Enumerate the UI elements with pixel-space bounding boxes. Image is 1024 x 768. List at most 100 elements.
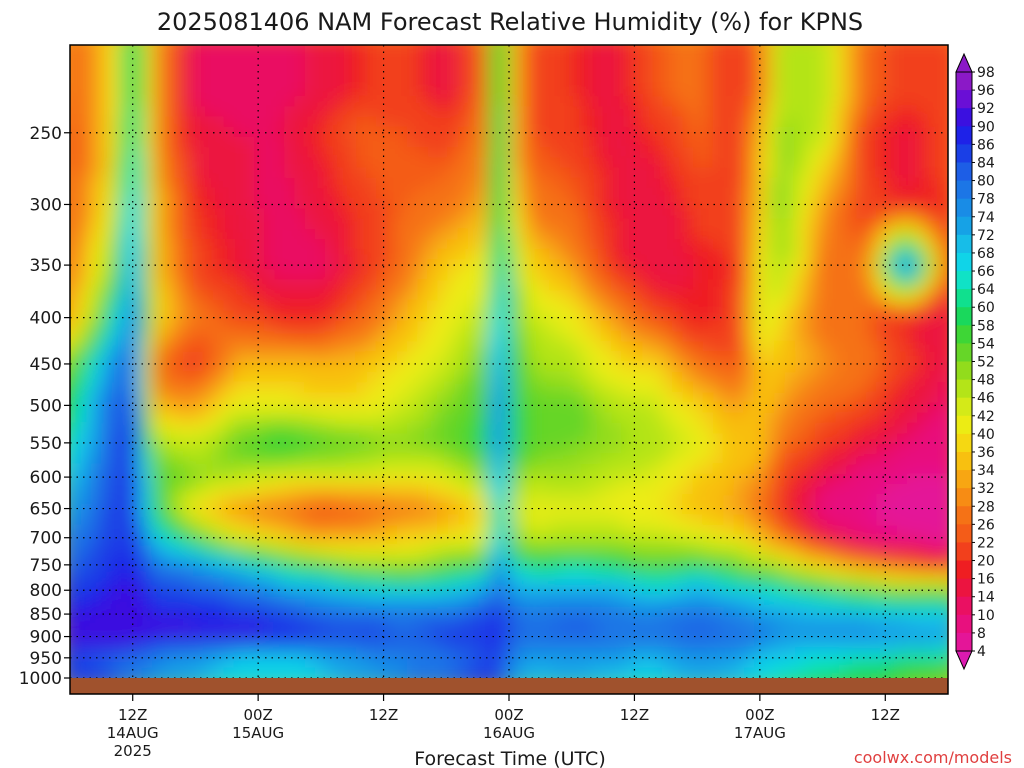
rh-cell: [407, 147, 419, 159]
rh-cell: [662, 198, 674, 210]
rh-cell: [151, 606, 163, 618]
rh-cell: [447, 422, 459, 434]
rh-cell: [407, 463, 419, 475]
rh-cell: [907, 300, 919, 312]
rh-cell: [590, 473, 602, 485]
rh-cell: [835, 96, 847, 108]
rh-cell: [580, 432, 592, 445]
rh-cell: [141, 545, 153, 557]
rh-cell: [580, 422, 592, 434]
rh-cell: [274, 504, 286, 516]
rh-cell: [600, 606, 612, 618]
rh-cell: [682, 361, 694, 373]
rh-cell: [845, 65, 857, 77]
rh-cell: [162, 249, 174, 261]
rh-cell: [662, 473, 674, 485]
rh-cell: [100, 75, 112, 87]
rh-cell: [917, 483, 929, 496]
rh-cell: [151, 167, 163, 179]
rh-cell: [856, 167, 868, 179]
rh-cell: [590, 402, 602, 414]
rh-cell: [478, 341, 490, 353]
rh-cell: [417, 432, 429, 445]
rh-cell: [580, 290, 592, 302]
rh-cell: [621, 65, 633, 77]
rh-cell: [427, 177, 439, 189]
rh-cell: [131, 361, 143, 373]
rh-cell: [907, 177, 919, 189]
rh-cell: [90, 157, 102, 169]
rh-cell: [927, 422, 939, 434]
rh-cell: [121, 249, 133, 261]
rh-cell: [90, 65, 102, 77]
rh-cell: [100, 463, 112, 475]
rh-cell: [519, 361, 531, 373]
rh-cell: [713, 300, 725, 312]
rh-cell: [856, 157, 868, 169]
rh-cell: [315, 463, 327, 475]
rh-cell: [743, 249, 755, 261]
rh-cell: [856, 473, 868, 485]
rh-cell: [162, 330, 174, 343]
rh-cell: [294, 402, 306, 414]
rh-cell: [835, 249, 847, 261]
rh-cell: [927, 279, 939, 292]
rh-cell: [182, 249, 194, 261]
rh-cell: [202, 259, 215, 271]
rh-cell: [488, 106, 500, 118]
rh-cell: [172, 606, 184, 618]
rh-cell: [886, 137, 898, 149]
rh-cell: [549, 249, 561, 261]
rh-cell: [141, 126, 153, 138]
rh-cell: [692, 65, 704, 77]
rh-cell: [274, 371, 286, 383]
rh-cell: [100, 310, 112, 322]
rh-cell: [488, 412, 500, 424]
rh-cell: [937, 208, 948, 220]
rh-cell: [784, 524, 796, 536]
rh-cell: [794, 269, 806, 281]
rh-cell: [264, 371, 276, 383]
rh-cell: [345, 106, 357, 118]
rh-cell: [825, 116, 837, 128]
rh-cell: [304, 535, 317, 547]
rh-cell: [917, 402, 929, 414]
rh-cell: [478, 330, 490, 343]
rh-cell: [131, 96, 143, 108]
rh-cell: [366, 371, 378, 383]
rh-cell: [743, 402, 755, 414]
rh-cell: [131, 565, 143, 577]
rh-cell: [366, 565, 378, 577]
rh-cell: [723, 65, 735, 77]
rh-cell: [151, 443, 163, 455]
rh-cell: [917, 422, 929, 434]
rh-cell: [437, 565, 449, 577]
rh-cell: [417, 371, 429, 383]
rh-cell: [672, 147, 684, 159]
rh-cell: [121, 341, 133, 353]
rh-cell: [427, 65, 439, 77]
rh-cell: [458, 126, 470, 138]
rh-cell: [580, 473, 592, 485]
rh-cell: [794, 565, 806, 577]
rh-cell: [560, 330, 572, 343]
rh-cell: [866, 96, 878, 108]
rh-cell: [100, 55, 112, 67]
rh-cell: [131, 330, 143, 343]
rh-cell: [407, 116, 419, 128]
rh-cell: [611, 432, 623, 445]
rh-cell: [386, 483, 398, 496]
rh-cell: [202, 126, 215, 138]
rh-cell: [600, 106, 612, 118]
rh-cell: [672, 188, 684, 200]
rh-cell: [141, 453, 153, 465]
rh-cell: [151, 504, 163, 516]
rh-cell: [876, 320, 888, 332]
rh-cell: [611, 157, 623, 169]
rh-cell: [600, 228, 612, 241]
rh-cell: [611, 371, 623, 383]
rh-cell: [825, 575, 837, 587]
rh-cell: [896, 167, 908, 179]
rh-cell: [702, 75, 715, 87]
rh-cell: [764, 381, 776, 394]
